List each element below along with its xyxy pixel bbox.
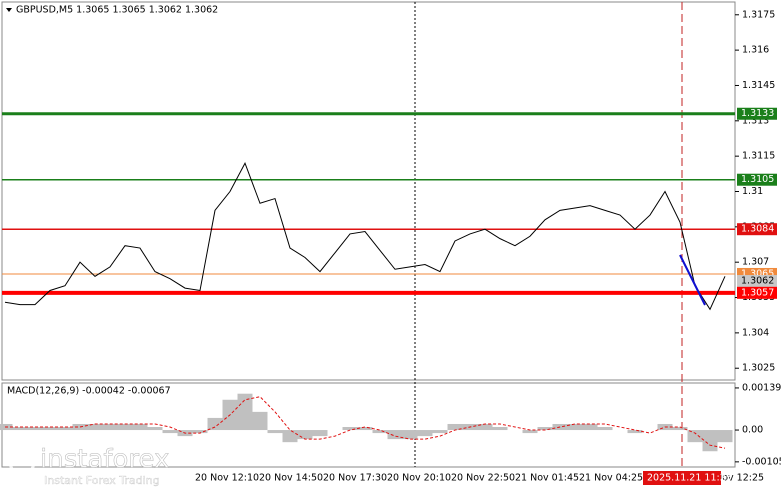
level-label: 1.3133 (741, 108, 774, 119)
signal-line (5, 396, 726, 449)
macd-bar (132, 423, 148, 431)
macd-bar (312, 430, 328, 437)
level-label: 1.3057 (741, 287, 774, 298)
macd-bar (342, 427, 358, 431)
macd-bar (102, 423, 118, 431)
y-tick-label: 0.00 (742, 425, 763, 436)
x-tick-label: 21 Nov 04:25 (579, 473, 643, 484)
price-line (4, 162, 726, 311)
dropdown-icon (6, 8, 12, 12)
watermark-logo (8, 448, 36, 476)
y-tick-label: 0.00139 (742, 382, 781, 393)
y-tick-label: 1.3175 (742, 9, 775, 20)
macd-bar (717, 430, 733, 443)
macd-bar (432, 430, 448, 434)
macd-bar (357, 427, 373, 431)
y-tick-label: 1.3145 (742, 80, 775, 91)
macd-bar (702, 430, 718, 452)
watermark-slogan: Instant Forex Trading (44, 474, 160, 487)
y-tick-label: 1.31 (742, 186, 763, 197)
y-tick-label: 1.3025 (742, 363, 775, 374)
macd-bar (597, 427, 613, 431)
macd-bar (207, 417, 223, 431)
macd-bar (12, 427, 28, 431)
macd-bar (387, 430, 403, 440)
y-tick-label: 1.3115 (742, 151, 775, 162)
macd-bar (417, 430, 433, 437)
macd-bar (567, 423, 583, 431)
x-tick-label: 20 Nov 20:10 (387, 473, 451, 484)
macd-bar (582, 423, 598, 431)
macd-bar (117, 423, 133, 431)
y-tick-label: 1.304 (742, 327, 769, 338)
macd-bar (672, 427, 688, 431)
level-label-box (737, 286, 777, 299)
level-label: 1.3105 (741, 174, 774, 185)
macd-bar (147, 427, 163, 431)
y-tick-label: 1.316 (742, 45, 769, 56)
macd-bar (267, 430, 283, 434)
watermark: instaforex Instant Forex Trading (8, 444, 170, 487)
trend-line (679, 254, 706, 306)
macd-bar (162, 430, 178, 434)
x-tick-label: 21 Nov 12:25 (700, 473, 764, 484)
macd-bar (252, 411, 268, 431)
level-label-box (737, 173, 777, 186)
macd-bar (372, 430, 388, 434)
macd-bar (27, 427, 43, 431)
x-tick-label: 20 Nov 14:50 (259, 473, 323, 484)
level-label: 1.3062 (741, 276, 774, 287)
x-tick-label: 20 Nov 17:30 (323, 473, 387, 484)
level-label-box (737, 223, 777, 236)
macd-bar (237, 393, 253, 431)
y-tick-label: 1.313 (742, 115, 769, 126)
y-tick-label: 1.307 (742, 257, 769, 268)
level-label-box (737, 107, 777, 120)
macd-bar (627, 430, 643, 434)
macd-title: MACD(12,26,9) -0.00042 -0.00067 (7, 386, 171, 397)
macd-bar (87, 423, 103, 431)
macd-bar (477, 423, 493, 431)
level-label-box (737, 275, 777, 288)
x-tick-label: 21 Nov 01:45 (515, 473, 579, 484)
level-label: 1.3065 (741, 268, 774, 279)
macd-bar (192, 430, 208, 434)
macd-bar (282, 430, 298, 443)
x-tick-label: 20 Nov 12:10 (195, 473, 259, 484)
current-time-label: 2025.11.21 11:25 (647, 473, 732, 484)
macd-bar (522, 430, 538, 434)
macd-bar (402, 430, 418, 440)
macd-bar (492, 427, 508, 431)
watermark-brand: instaforex (40, 445, 169, 475)
level-label: 1.3084 (741, 224, 774, 235)
chart-title: GBPUSD,M5 1.3065 1.3065 1.3062 1.3062 (16, 5, 218, 16)
macd-bar (57, 427, 73, 431)
current-time-box (643, 471, 721, 485)
macd-bar (447, 423, 463, 431)
macd-bar (537, 427, 553, 431)
x-tick-label: 20 Nov 22:50 (451, 473, 515, 484)
macd-bar (687, 430, 703, 443)
macd-bar (42, 427, 58, 431)
y-tick-label: -0.00105 (742, 456, 781, 467)
macd-bar (297, 430, 313, 440)
